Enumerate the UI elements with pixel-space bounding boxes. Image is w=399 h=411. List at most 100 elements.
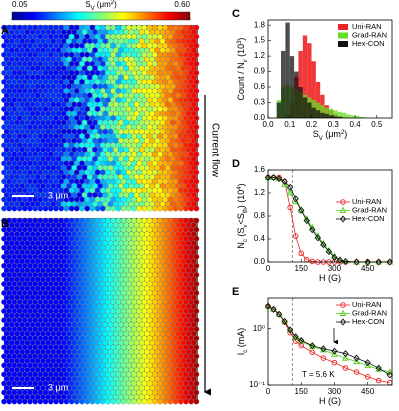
map-panel [1,218,199,404]
legend-label: Hex-CON [352,214,385,223]
label-part: ) [344,129,347,139]
map-cell [53,399,58,404]
label-part: ) [236,38,246,41]
label-part: <S [236,213,246,224]
map-cell [22,399,27,404]
colorbar [12,12,190,20]
y-tick-label: 10⁻¹ [249,380,265,389]
map-cell [79,399,84,404]
map-cell [131,206,136,211]
y-tick-label: 10⁰ [253,324,265,333]
y-tick-label: 0.4 [254,234,266,243]
map-cell [12,206,17,211]
label-part: (10 [236,44,246,60]
map-cell [90,399,95,404]
panel-label: D [232,158,240,170]
map-cell [1,399,6,404]
map-cell [183,206,188,211]
bar [346,114,350,118]
map-cell [59,399,64,404]
map-cell [131,399,136,404]
map-cell [69,399,74,404]
x-tick-label: 0 [266,264,271,273]
label-part: H (G) [319,396,341,406]
map-cell [95,206,100,211]
map-cell [64,206,69,211]
bar [285,23,289,118]
map-cell [74,399,79,404]
map-cell [126,399,131,404]
map-cell [17,399,22,404]
scale-bar-label: 3 μm [48,382,68,392]
panel-label: B [1,218,9,230]
map-cell [163,399,168,404]
map-cell [1,206,6,211]
scale-bar-label: 3 μm [48,190,68,200]
x-tick-label: 300 [328,264,342,273]
map-cell [43,206,48,211]
x-axis-label: H (G) [319,396,341,406]
map-cell [22,206,27,211]
bar [298,87,302,118]
map-cell [100,206,105,211]
bar [307,103,311,118]
x-tick-label: 300 [328,387,342,396]
label-part: (μm [95,0,111,9]
map-cell [38,399,43,404]
map-cell [105,206,110,211]
colorbar-tick-label: 0.05 [12,0,28,9]
x-tick-label: 0 [266,387,271,396]
flow-label: Current flow [209,123,220,178]
panel-label: E [232,286,239,298]
map-cell [121,206,126,211]
map-cell [95,399,100,404]
map-panel [1,25,199,211]
y-tick-label: 1.6 [254,165,266,174]
label-part: H (G) [319,273,341,283]
bar [342,113,346,118]
y-tick-label: 0.0 [254,257,266,266]
map-cell [69,206,74,211]
map-cell [121,399,126,404]
x-tick-label: 150 [295,264,309,273]
label-part: (mA) [236,328,246,350]
bar [290,56,294,118]
map-cell [48,206,53,211]
map-cell [194,399,199,404]
x-tick-label: 0.1 [284,120,296,129]
map-cell [189,206,194,211]
map-cell [126,206,131,211]
label-part: ) (10 [236,190,246,209]
legend-swatch [338,24,348,30]
map-cell [105,399,110,404]
map-cell [33,206,38,211]
map-cell [100,399,105,404]
map-cell [157,206,162,211]
map-cell [183,399,188,404]
y-tick-label: 0.8 [254,211,266,220]
map-cell [168,206,173,211]
map-cell [137,206,142,211]
map-cell [147,399,152,404]
label-part: ) [114,0,117,9]
map-cell [38,206,43,211]
y-tick-label: 1.5 [254,36,266,45]
map-cell [74,206,79,211]
y-tick-label: 0.3 [254,98,266,107]
map-cell [59,206,64,211]
map-cell [116,399,121,404]
y-tick-label: 0.0 [254,113,266,122]
x-tick-label: 0.5 [371,120,383,129]
map-cell [7,399,12,404]
bar [303,97,307,118]
x-tick-label: 0.2 [306,120,318,129]
x-tick-label: 0.3 [328,120,340,129]
panel-label: A [1,25,9,37]
map-cell [116,206,121,211]
map-cell [152,399,157,404]
bar [294,72,298,118]
label-part: ) [236,183,246,186]
bar [312,108,316,118]
